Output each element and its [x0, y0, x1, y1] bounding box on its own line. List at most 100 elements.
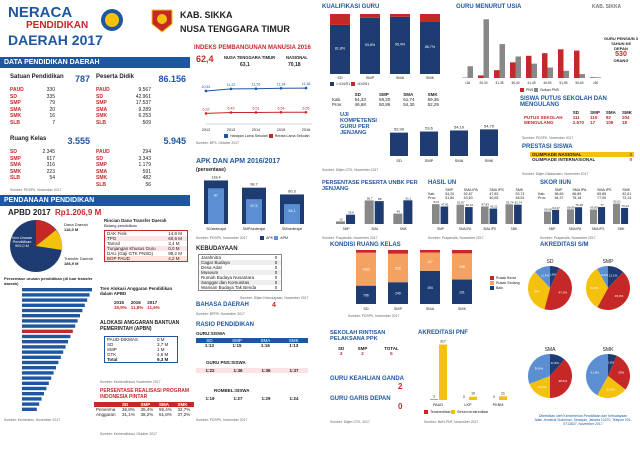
table-row: Penerima 36,8% 35,4% 55,4% 32,7%: [94, 407, 194, 412]
table-cell: DAK Fisik: [107, 231, 127, 236]
table-cell: 0: [274, 280, 278, 285]
data-pendidikan-source: Sumber: PDSPK, November 2017: [10, 188, 62, 192]
sekolah-total: 787: [74, 74, 90, 84]
pie-slice: [544, 268, 572, 310]
bar: [531, 63, 537, 78]
table-cell: 99,2 M: [168, 251, 183, 256]
bar: [356, 285, 376, 304]
bar: [22, 303, 85, 307]
table-cell: 4,2 M: [168, 256, 180, 261]
bar: [330, 24, 350, 75]
chart-label: 86,7%: [425, 45, 436, 49]
chart-label: 73,14: [621, 204, 629, 208]
table-cell: Total: [107, 357, 118, 362]
bar: [510, 62, 516, 78]
x-tick-label: SMP/sederajat: [243, 227, 265, 231]
ipm-chart: 10,81 11,22 11,26 11,34 11,38 6,32 6,49 6,51 6,5…: [202, 82, 312, 132]
chart-label: 35,8: [348, 211, 354, 215]
bar: [208, 188, 224, 224]
kondisi-legend: Rusak Berat Rusak Sedang Baik: [490, 276, 520, 291]
apbn-table: PAUD-DIKMAS 0 M SD 3,7 M SMP 1 M GTK 4,6 M Total…: [104, 336, 178, 363]
list-item: SMA 20: [10, 107, 55, 114]
list-item-label: SLB: [96, 181, 106, 188]
chart-label: 108: [459, 265, 465, 269]
bar: [621, 207, 629, 224]
list-item-value: 316: [46, 162, 55, 169]
x-tick-label: 41-45: [527, 81, 535, 85]
chart-label: 98,7: [250, 183, 257, 187]
table-cell: 60,6 M: [168, 236, 183, 241]
table-cell: 1:24: [289, 396, 299, 401]
chart-label: 77: [600, 203, 604, 207]
list-item-label: SMP: [10, 100, 21, 107]
chart-label: 42,21: [490, 205, 498, 209]
bar: [388, 250, 408, 254]
bar: [590, 77, 596, 78]
pie-slice: [528, 354, 550, 384]
chart-label: 6,9%: [550, 273, 557, 277]
ipm-title: INDEKS PEMBANGUNAN MANUSIA 2016: [194, 45, 311, 51]
chart-label: 45,9%: [615, 294, 624, 298]
bar: [22, 402, 40, 406]
list-item: PAUD 330: [10, 87, 55, 94]
pie-title: SMK: [603, 347, 615, 353]
list-item-value: 3.343: [138, 155, 151, 162]
bahasa-source: Sumber: BPPB, November 2017: [196, 312, 245, 316]
list-item: SMP 17.537: [96, 100, 151, 107]
x-tick-label: 26-30: [479, 81, 487, 85]
main-title-1: NERACA: [8, 4, 73, 21]
list-item-value: 42.961: [135, 93, 151, 100]
list-item-value: 1.179: [138, 162, 151, 169]
x-tick-label: SD: [337, 76, 343, 80]
bar: [494, 70, 500, 78]
tren-table: 2015 2016 2017 15,9% 11,8% 11,6%: [114, 300, 160, 310]
chart-label: 54,79: [484, 123, 495, 128]
pie-slice: [597, 376, 626, 398]
guru-block: 5.945 PAUD 294 SD 3.343 SMP 1.179 SMA 591 SMK 482…: [96, 136, 186, 189]
x-tick-label: PAUD: [433, 403, 444, 407]
list-item-label: SMP: [96, 100, 107, 107]
table-cell: TPG: [107, 236, 117, 241]
pie-slice: [535, 266, 550, 288]
prestasi-title: PRESTASI SISWA: [522, 144, 573, 150]
table-cell: 61,74: [403, 97, 415, 102]
bar: [22, 314, 80, 318]
bar: [478, 75, 484, 78]
bar: [432, 204, 440, 224]
pip-table: SD SMP SMA SMK Penerima 36,8% 35,4% 55,4% 32,7% A…: [94, 402, 194, 417]
peserta-label: Peserta Didik: [96, 74, 135, 80]
x-tick-label: SMP: [549, 227, 556, 231]
chart-label: 76,18: [575, 203, 583, 207]
list-item: SMA 591: [96, 169, 151, 176]
bar: [465, 207, 473, 224]
chart-label: 11,26: [252, 83, 261, 87]
chart-label: 1433: [362, 268, 370, 272]
list-item-value: 20: [49, 106, 55, 113]
table-cell: 56,69: [554, 192, 564, 196]
legend-item: Rusak Berat: [490, 276, 520, 281]
pnf-chart: 3 317 PAUD 0 19 LKP 0 21 PKBM: [430, 340, 507, 407]
table-cell: Sanggar dan Komunitas: [201, 280, 250, 285]
table-cell: SMA IPA: [463, 188, 478, 192]
table-cell: SMA: [605, 110, 616, 115]
list-item-label: SMK: [96, 175, 108, 182]
table-row: Sanggar dan Komunitas 0: [198, 280, 282, 285]
chart-label: 101: [459, 290, 465, 294]
table-cell: SMP: [378, 92, 389, 97]
bar: [420, 250, 440, 253]
pie-slice: [529, 376, 550, 398]
table-cell: 36,8%: [121, 407, 135, 412]
table-row: Kab. 54,20 52,87 47,83 53,74: [426, 192, 532, 196]
bar: [22, 381, 49, 385]
rasio-gs-label: GURU:SISWA: [196, 331, 226, 336]
table-cell: 1:37: [289, 368, 299, 373]
kebudayaan-table: Jarahnitra 0 Cagar Budaya 0 Desa Adat 0 Museum…: [198, 254, 282, 291]
bar: [505, 204, 514, 224]
list-item: SLB 509: [96, 120, 151, 127]
table-row: Kab. 56,69 66,89 65,85 92,61: [536, 192, 638, 196]
table-cell: 37,2%: [177, 412, 191, 417]
table-cell: 47,83: [489, 192, 499, 196]
bar: [452, 250, 472, 254]
